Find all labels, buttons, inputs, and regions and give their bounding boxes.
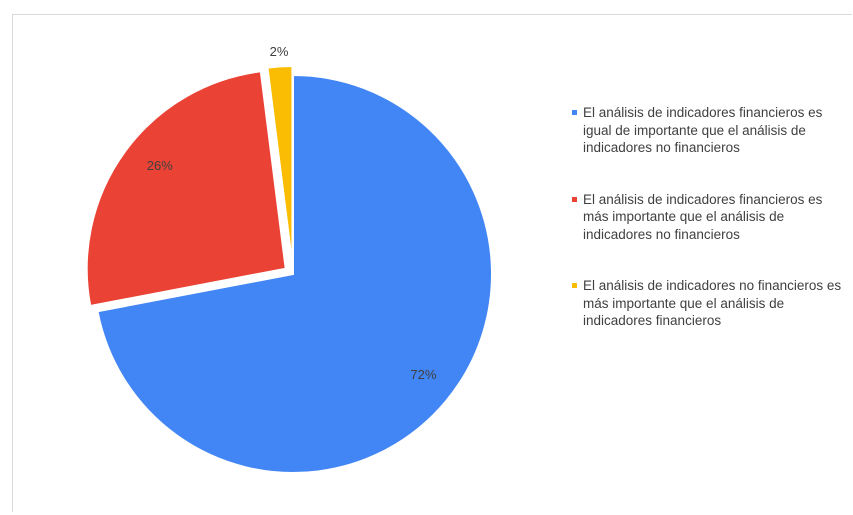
pie-slice-2 bbox=[266, 65, 294, 266]
legend-swatch-2 bbox=[572, 283, 577, 288]
legend-label-1: El análisis de indicadores financieros e… bbox=[583, 191, 823, 242]
legend-item-0: El análisis de indicadores financieros e… bbox=[572, 104, 847, 157]
data-label-0: 72% bbox=[410, 367, 436, 382]
pie-slice-1 bbox=[85, 70, 287, 308]
legend-label-2: El análisis de indicadores no financiero… bbox=[583, 278, 842, 328]
data-label-1: 26% bbox=[147, 158, 173, 173]
pie-chart: 72% 26% 2% bbox=[85, 44, 493, 474]
legend-label-0: El análisis de indicadores financieros e… bbox=[583, 105, 823, 155]
chart-frame bbox=[12, 14, 852, 512]
legend-item-2: El análisis de indicadores no financiero… bbox=[572, 277, 847, 330]
pie-data-labels: 72% 26% 2% bbox=[147, 44, 437, 382]
legend-swatch-0 bbox=[572, 110, 577, 115]
data-label-2: 2% bbox=[270, 44, 289, 59]
legend-item-1: El análisis de indicadores financieros e… bbox=[572, 191, 847, 244]
legend-swatch-1 bbox=[572, 196, 577, 202]
chart-legend: El análisis de indicadores financieros e… bbox=[572, 104, 847, 330]
pie-slices bbox=[85, 65, 493, 474]
pie-slice-0 bbox=[96, 73, 493, 474]
